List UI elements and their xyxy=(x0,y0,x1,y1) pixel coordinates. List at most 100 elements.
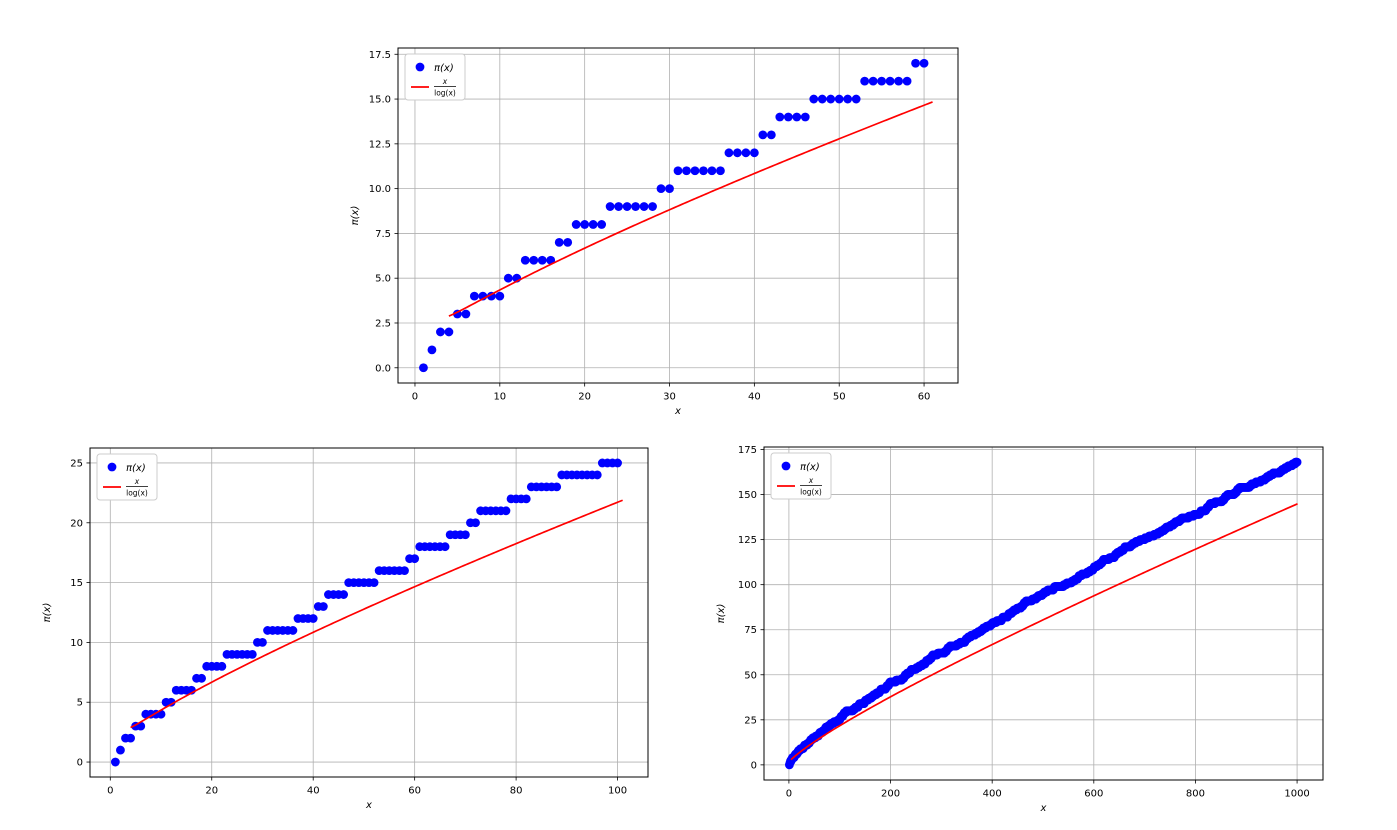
legend-fraction-numerator: x xyxy=(442,77,448,86)
y-tick-label: 5 xyxy=(77,698,83,709)
y-tick-label: 0 xyxy=(77,758,83,769)
scatter-point xyxy=(911,58,920,68)
legend: π(x) x log(x) xyxy=(96,453,158,501)
y-tick-label: 17.5 xyxy=(369,50,391,61)
y-tick-label: 150 xyxy=(738,490,757,501)
legend-scatter-marker xyxy=(415,62,425,72)
scatter-point xyxy=(919,58,929,68)
approximation-line xyxy=(448,101,933,317)
scatter-series-pi xyxy=(110,458,622,767)
scatter-point xyxy=(571,220,581,229)
scatter-point xyxy=(588,220,598,229)
x-tick-label: 0 xyxy=(107,786,113,797)
tick-labels: 0 20 40 60 80 100 0 5 10 15 20 25 xyxy=(70,458,627,796)
scatter-point xyxy=(716,166,725,176)
scatter-point xyxy=(614,202,624,211)
scatter-point xyxy=(639,202,649,211)
x-tick-label: 100 xyxy=(608,786,627,797)
scatter-point xyxy=(166,697,176,707)
legend-scatter-label: π(x) xyxy=(126,463,146,474)
scatter-point xyxy=(783,112,793,122)
ticks xyxy=(86,462,618,781)
x-axis-label: x xyxy=(365,800,372,811)
legend-scatter-label: π(x) xyxy=(434,63,454,74)
scatter-point xyxy=(809,94,819,104)
y-tick-label: 25 xyxy=(70,458,83,469)
scatter-point xyxy=(826,94,836,104)
scatter-point xyxy=(690,166,700,176)
scatter-point xyxy=(495,291,505,301)
tick-labels: 0 10 20 30 40 50 60 0.0 2.5 5.0 7.5 10.0 12.5 15.0 17.… xyxy=(369,50,931,403)
legend-fraction-denominator: log(x) xyxy=(126,489,148,498)
scatter-point xyxy=(868,76,878,86)
scatter-series-pi xyxy=(419,58,929,373)
y-tick-label: 15 xyxy=(70,578,83,589)
scatter-point xyxy=(605,202,615,211)
tick-labels: 0 200 400 600 800 1000 0 25 50 75 100 125 150 175 xyxy=(738,445,1310,799)
scatter-point xyxy=(656,184,666,194)
scatter-point xyxy=(440,542,450,552)
approximation-line xyxy=(130,499,623,729)
y-tick-label: 10 xyxy=(70,638,83,649)
scatter-point xyxy=(894,76,904,86)
x-tick-label: 400 xyxy=(983,789,1002,800)
x-tick-label: 40 xyxy=(307,786,320,797)
scatter-point xyxy=(885,76,895,86)
y-tick-label: 12.5 xyxy=(369,139,391,150)
scatter-point xyxy=(724,148,734,158)
grid xyxy=(764,447,1323,780)
scatter-point xyxy=(580,220,590,229)
x-tick-label: 50 xyxy=(833,392,846,403)
scatter-point xyxy=(732,148,742,158)
x-tick-label: 30 xyxy=(663,392,676,403)
scatter-point xyxy=(419,363,428,373)
scatter-point xyxy=(126,733,135,743)
axes-spines xyxy=(397,47,959,384)
scatter-point xyxy=(563,237,573,247)
ticks xyxy=(394,53,925,387)
scatter-point xyxy=(554,237,564,247)
y-tick-label: 75 xyxy=(744,625,757,636)
y-axis-label: π(x) xyxy=(42,603,53,623)
y-tick-label: 50 xyxy=(744,670,757,681)
legend-fraction-denominator: log(x) xyxy=(800,488,822,497)
y-tick-label: 5.0 xyxy=(375,274,391,285)
scatter-point xyxy=(217,661,227,671)
y-tick-label: 15.0 xyxy=(369,95,391,106)
x-tick-label: 800 xyxy=(1186,789,1205,800)
scatter-point xyxy=(592,470,602,480)
scatter-point xyxy=(258,638,267,647)
scatter-point xyxy=(622,202,632,211)
scatter-point xyxy=(288,626,298,635)
approximation-line xyxy=(790,503,1298,761)
x-tick-label: 20 xyxy=(205,786,218,797)
scatter-point xyxy=(648,202,657,211)
scatter-point xyxy=(741,148,751,158)
scatter-point xyxy=(529,255,539,265)
legend: π(x) x log(x) xyxy=(404,53,466,101)
x-tick-label: 1000 xyxy=(1284,789,1309,800)
scatter-point xyxy=(699,166,708,176)
scatter-point xyxy=(369,578,379,587)
scatter-point xyxy=(597,220,607,229)
scatter-point xyxy=(613,458,622,468)
y-tick-label: 7.5 xyxy=(375,229,391,240)
y-tick-label: 20 xyxy=(70,518,83,529)
scatter-point xyxy=(247,649,257,659)
scatter-point xyxy=(197,673,207,683)
scatter-point xyxy=(501,506,511,516)
scatter-point xyxy=(339,590,349,599)
scatter-point xyxy=(877,76,887,86)
scatter-point xyxy=(843,94,853,104)
scatter-point xyxy=(631,202,640,211)
x-tick-label: 10 xyxy=(493,392,506,403)
x-tick-label: 0 xyxy=(412,392,418,403)
legend-fraction-denominator: log(x) xyxy=(434,89,456,98)
scatter-point xyxy=(471,518,480,528)
x-tick-label: 600 xyxy=(1084,789,1103,800)
